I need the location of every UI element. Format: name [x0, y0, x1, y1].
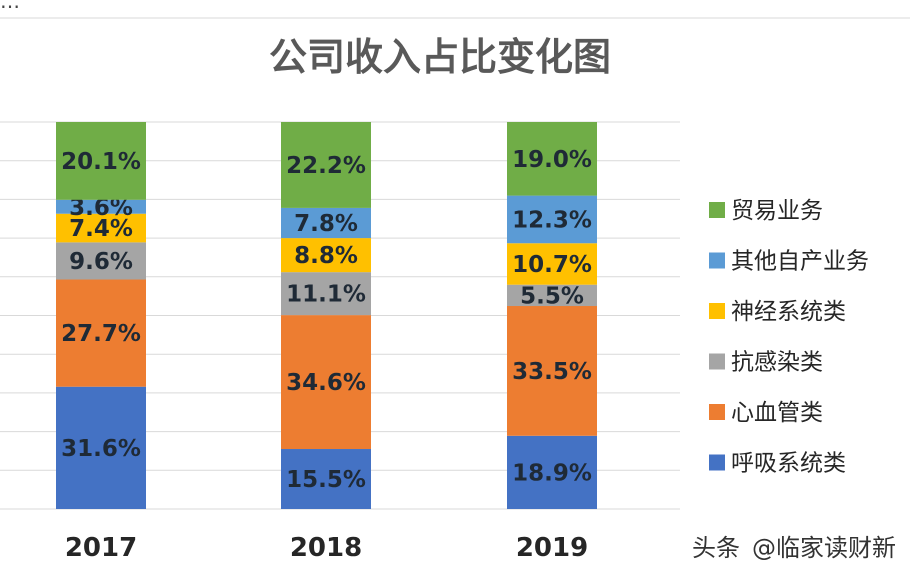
data-label-2019-1: 33.5% [512, 359, 592, 385]
legend-swatch-2 [709, 303, 725, 319]
bar-segment-2018-5 [281, 122, 371, 208]
data-label-2017-2: 9.6% [69, 249, 133, 275]
x-tick-2019: 2019 [516, 533, 588, 563]
bar-segment-2018-3 [281, 238, 371, 273]
bar-segment-2019-0 [507, 435, 597, 509]
chart-title: 公司收入占比变化图 [269, 35, 611, 79]
legend-label-4: 心血管类 [731, 400, 823, 426]
watermark-prefix: 头条 [692, 534, 740, 562]
data-label-2019-4: 12.3% [512, 207, 592, 233]
bar-segment-2019-3 [507, 243, 597, 285]
bar-segment-2017-2 [56, 242, 146, 280]
data-label-2018-3: 8.8% [294, 243, 358, 269]
data-label-2018-2: 11.1% [286, 282, 366, 308]
legend-swatch-3 [709, 353, 725, 370]
legend-label-0: 贸易业务 [731, 198, 823, 224]
data-label-2017-5: 20.1% [61, 149, 141, 175]
x-tick-2018: 2018 [290, 533, 362, 563]
data-label-2017-3: 7.4% [69, 216, 133, 242]
bar-segment-2018-0 [281, 449, 371, 509]
bar-segment-2019-2 [507, 284, 597, 307]
watermark-handle: @临家读财新 [752, 534, 896, 562]
data-label-2017-1: 27.7% [61, 321, 141, 347]
legend-label-3: 抗感染类 [731, 350, 823, 376]
data-label-2018-0: 15.5% [286, 467, 366, 493]
legend-swatch-5 [709, 454, 725, 471]
bar-segment-2019-4 [507, 195, 597, 244]
data-label-2017-0: 31.6% [61, 436, 141, 462]
bar-segment-2017-5 [56, 122, 146, 200]
legend-swatch-4 [709, 404, 725, 420]
data-label-2019-3: 10.7% [512, 252, 592, 278]
cropped-header-fragment: … [0, 0, 20, 13]
data-label-2019-0: 18.9% [512, 460, 592, 486]
data-label-2019-5: 19.0% [512, 147, 592, 173]
bar-segment-2018-1 [281, 315, 371, 450]
watermark: 头条 @临家读财新 [692, 534, 896, 562]
x-axis-ticks: 2017 2018 2019 [65, 533, 588, 563]
legend-swatch-0 [709, 202, 725, 218]
bar-segment-2017-0 [56, 386, 146, 509]
bar-segment-2017-1 [56, 279, 146, 387]
data-label-2018-5: 22.2% [286, 153, 366, 179]
data-label-2018-4: 7.8% [294, 211, 358, 237]
bar-segment-2017-4 [56, 199, 146, 214]
legend-label-1: 其他自产业务 [731, 249, 869, 275]
legend-swatch-1 [709, 252, 725, 269]
data-label-2019-2: 5.5% [520, 283, 584, 309]
bar-segment-2018-4 [281, 207, 371, 239]
x-tick-2017: 2017 [65, 533, 137, 563]
bar-segment-2018-2 [281, 272, 371, 316]
bars-layer: 31.6%27.7%9.6%7.4%3.6%20.1%15.5%34.6%11.… [56, 122, 597, 509]
bar-segment-2017-3 [56, 213, 146, 243]
legend-label-5: 呼吸系统类 [731, 451, 846, 477]
data-label-2018-1: 34.6% [286, 370, 366, 396]
bar-segment-2019-1 [507, 306, 597, 436]
legend-label-2: 神经系统类 [731, 299, 846, 325]
bar-segment-2019-5 [507, 122, 597, 196]
